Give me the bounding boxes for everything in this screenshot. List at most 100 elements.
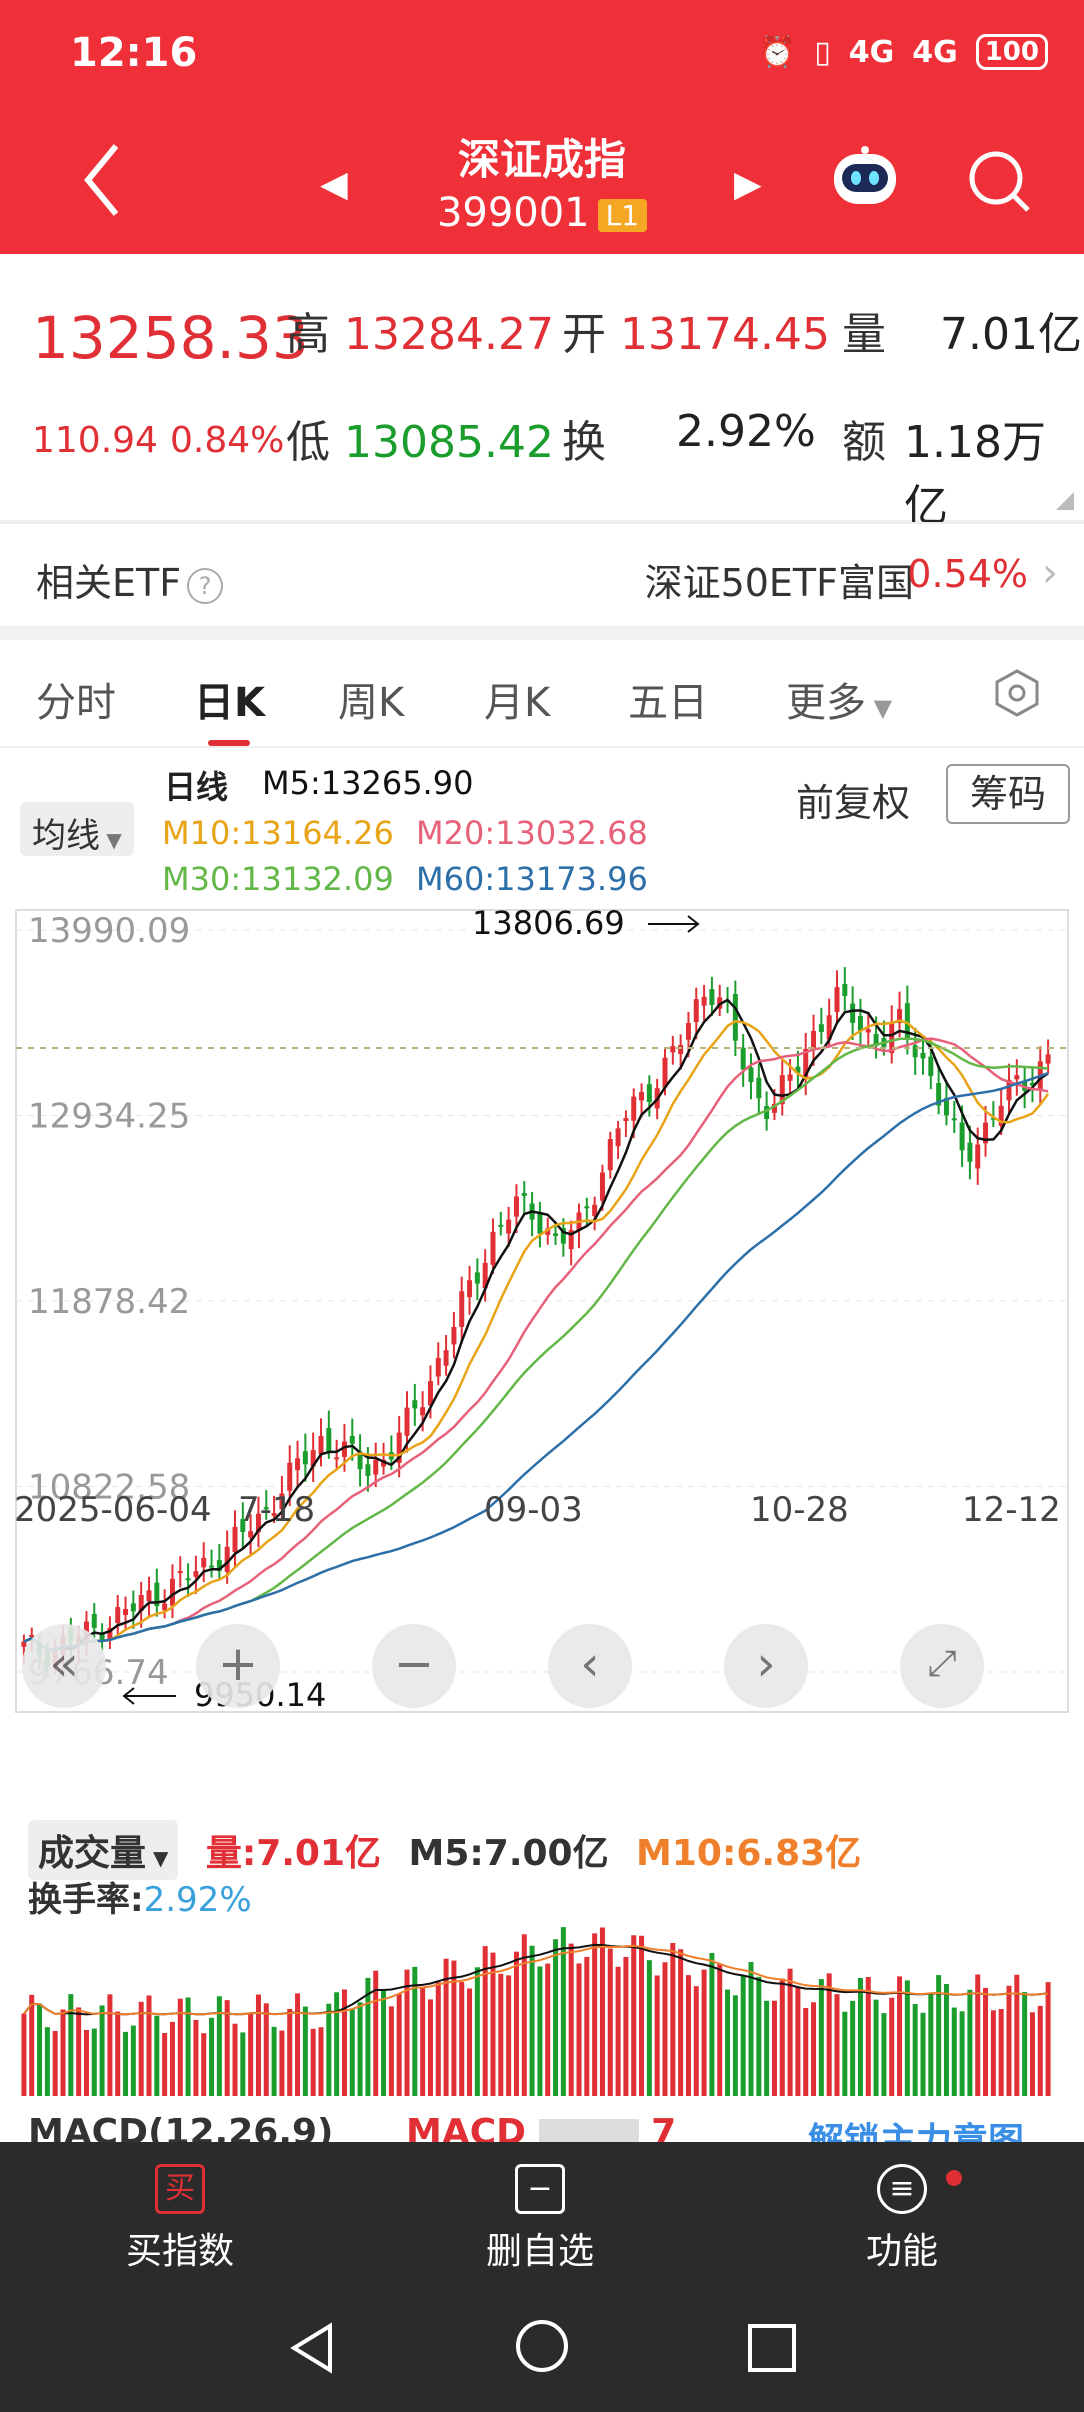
candle-body (435, 1357, 441, 1377)
delete-label: 删自选 (485, 2231, 594, 2272)
notification-dot (946, 2170, 962, 2186)
level-badge: L1 (597, 198, 648, 232)
nav-home-icon[interactable] (514, 2318, 570, 2374)
chips-button[interactable]: 筹码 (946, 764, 1070, 824)
fullscreen-icon[interactable]: ⤢ (900, 1624, 984, 1708)
x-tick-2: 09-03 (484, 1490, 583, 1530)
volume-select[interactable]: 成交量 ▼ (28, 1820, 179, 1880)
expand-corner-icon[interactable] (1056, 492, 1074, 510)
candle-body (467, 1280, 473, 1298)
volume-bar (662, 1962, 668, 2096)
volume-bar (959, 2011, 965, 2096)
function-button[interactable]: ≡ 功能 (782, 2164, 1022, 2274)
volume-bar (928, 1993, 934, 2096)
ma30-label: M30:13132.09 (162, 860, 394, 898)
tab-intraday[interactable]: 分时 (36, 680, 116, 726)
volume-bar (107, 1994, 113, 2096)
remove-watchlist-button[interactable]: − 删自选 (420, 2164, 660, 2274)
volume-bar (654, 1975, 660, 2096)
candle-body (255, 1513, 261, 1533)
candle-body (553, 1233, 559, 1236)
high-mark: 13806.69 (472, 904, 625, 942)
volume-bar (130, 2025, 136, 2096)
volume-bar (349, 2009, 355, 2096)
volume-bar (76, 2007, 82, 2096)
candle-body (169, 1578, 175, 1606)
candle-body (842, 984, 848, 997)
volume-bar (146, 1995, 152, 2096)
candle-body (904, 1003, 910, 1038)
volume-bar (123, 2031, 129, 2096)
amount-value: 1.18万亿 (904, 417, 1046, 532)
tab-daily-k[interactable]: 日K (194, 680, 265, 726)
turnover-stat: 换 (562, 417, 606, 468)
back-icon[interactable] (82, 140, 122, 220)
kline-svg[interactable]: 13990.0912934.2511878.4210822.589766.74 … (15, 904, 1069, 1714)
volume-bar (764, 2000, 770, 2096)
volume-bar (83, 2029, 89, 2096)
volume-bar (295, 1993, 301, 2096)
volume-bar (592, 1933, 598, 2096)
volume-m10: M10:6.83亿 (636, 1833, 862, 1874)
next-stock-icon[interactable]: ▶ (734, 164, 762, 205)
volume-bar (459, 1981, 465, 2096)
volume-bar (162, 2033, 168, 2096)
tab-monthly-k[interactable]: 月K (484, 680, 551, 726)
volume-bar (943, 1983, 949, 2096)
zoom-in-button[interactable]: + (196, 1624, 280, 1708)
y-tick-label: 11878.42 (28, 1282, 190, 1322)
candle-body (865, 1029, 871, 1033)
scroll-left-button[interactable]: ‹ (548, 1624, 632, 1708)
nav-recents-icon[interactable] (744, 2320, 800, 2376)
candle-body (318, 1435, 324, 1455)
help-icon[interactable]: ? (187, 567, 224, 604)
related-etf-row[interactable]: 相关ETF? 深证50ETF富国 0.54% › (0, 522, 1084, 626)
candle-body (795, 1066, 801, 1073)
buy-index-button[interactable]: 买 买指数 (60, 2164, 300, 2274)
scroll-left-fast-button[interactable]: « (22, 1624, 106, 1708)
volume-bar (826, 1973, 832, 2096)
search-icon[interactable] (966, 148, 1032, 214)
volume-m5: M5:7.00亿 (408, 1833, 609, 1874)
change-value: 110.94 (32, 420, 158, 461)
volume-bar (975, 1974, 981, 2096)
candle-body (646, 1084, 652, 1103)
tab-five-day[interactable]: 五日 (628, 680, 708, 726)
scroll-right-button[interactable]: › (724, 1624, 808, 1708)
candle-body (341, 1441, 347, 1457)
candle-body (607, 1139, 613, 1171)
candle-body (912, 1045, 918, 1058)
volume-svg (21, 1927, 1051, 2096)
change-pct: 0.84% (170, 420, 285, 461)
volume-bar (1029, 2012, 1035, 2096)
low-value: 13085.42 (344, 417, 554, 468)
candle-body (91, 1613, 97, 1628)
volume-bar (29, 1994, 35, 2096)
candle-body (279, 1493, 285, 1510)
candle-body (115, 1607, 121, 1624)
volume-bar (21, 2013, 27, 2096)
candle-body (404, 1407, 410, 1436)
ma-select[interactable]: 均线 ▼ (20, 802, 134, 856)
dropdown-icon: ▼ (146, 1846, 169, 1870)
settings-hex-icon[interactable] (992, 668, 1042, 718)
adjust-button[interactable]: 前复权 (796, 781, 911, 825)
robot-assistant-icon[interactable] (828, 146, 902, 210)
candle-body (959, 1122, 965, 1151)
volume-bar (787, 1968, 793, 2096)
candle-body (451, 1326, 457, 1345)
nav-back-icon[interactable] (284, 2320, 340, 2376)
prev-stock-icon[interactable]: ◀ (320, 164, 348, 205)
system-nav-bar (0, 2284, 1084, 2412)
zoom-out-button[interactable]: − (372, 1624, 456, 1708)
volume-bar (412, 1966, 418, 2096)
volume-bar (889, 1997, 895, 2096)
candle-body (1029, 1082, 1035, 1086)
tab-more[interactable]: 更多 ▼ (786, 680, 893, 726)
candle-body (685, 1022, 691, 1040)
tab-weekly-k[interactable]: 周K (338, 680, 405, 726)
volume-bar (240, 2032, 246, 2096)
candle-body (732, 994, 738, 1041)
candle-body (123, 1609, 129, 1616)
candle-body (271, 1513, 277, 1516)
